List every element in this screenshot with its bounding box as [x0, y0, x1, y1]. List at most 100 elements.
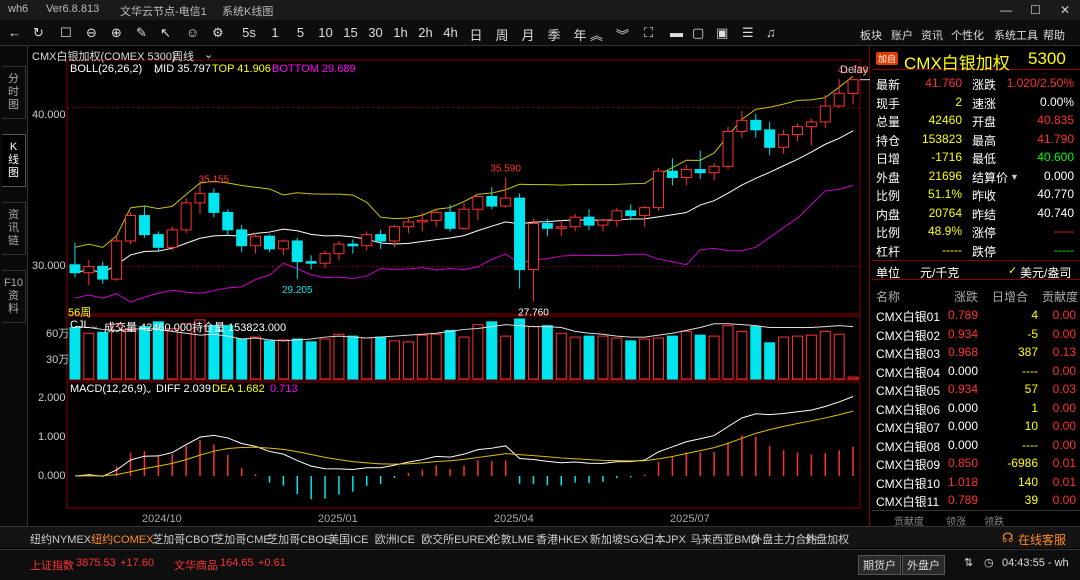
contract-row[interactable]: CMX白银02 0.934 -5 0.00 [872, 325, 1080, 344]
boll-dropdown-icon[interactable]: ⌄ [152, 64, 162, 76]
exchange-tab[interactable]: 纽约COMEX [91, 534, 154, 546]
volume-dropdown-icon[interactable]: ⌄ [90, 320, 100, 332]
period-button[interactable]: 5s [242, 25, 256, 40]
footer-tab-laggards[interactable]: 领跌 [984, 517, 1004, 528]
quote-value: 48.9% [927, 224, 962, 238]
headset-icon[interactable]: ☊ [1002, 530, 1014, 545]
contract-row[interactable]: CMX白银08 0.000 ---- 0.00 [872, 436, 1080, 455]
period-button[interactable]: 日 [469, 28, 483, 43]
period-button[interactable]: 4h [443, 25, 458, 40]
period-button[interactable]: 5 [296, 25, 305, 40]
volume-bar [277, 339, 289, 380]
emoji-icon[interactable]: ☺ [186, 25, 200, 40]
unit-value[interactable]: 元/千克 [920, 266, 960, 280]
exchange-tab[interactable]: 纽约NYMEX [30, 534, 92, 546]
menu-item[interactable]: 系统工具 [994, 30, 1038, 42]
menu-item[interactable]: 板块 [860, 30, 882, 42]
contract-row[interactable]: CMX白银05 0.934 57 0.03 [872, 380, 1080, 399]
exchange-tab[interactable]: 新加坡SGX [589, 534, 647, 546]
exchange-tab[interactable]: 外盘加权 [805, 534, 850, 546]
macd-dropdown-icon[interactable]: ⌄ [144, 384, 154, 396]
exchange-tab[interactable]: 伦敦LME [489, 534, 535, 546]
kline-chart-area[interactable]: 35.155 35.590 29.205 27.760 41.790 CMX白银加权(C… [28, 46, 870, 526]
period-button[interactable]: 30 [368, 25, 383, 40]
tab-time-chart[interactable]: 分时图 [2, 66, 26, 119]
exchange-tab[interactable]: 美国ICE [328, 534, 369, 546]
zoom-out-icon[interactable]: ⊖ [86, 25, 97, 40]
price-annotation: 27.760 [518, 307, 549, 318]
overseas-account-button[interactable]: 外盘户 [902, 555, 945, 575]
settings-icon[interactable]: ⚙ [212, 25, 224, 40]
maximize-icon[interactable]: ☐ [1030, 3, 1041, 17]
footer-tab-leaders[interactable]: 领涨 [946, 517, 966, 528]
window-icon[interactable]: ▢ [692, 25, 705, 40]
period-dropdown-icon[interactable]: ⌄ [204, 49, 214, 61]
period-button[interactable]: 15 [343, 25, 358, 40]
exchange-tab[interactable]: 芝加哥CBOT [152, 534, 216, 546]
exchange-tab[interactable]: 香港HKEX [536, 534, 589, 546]
period-button[interactable]: 2h [418, 25, 433, 40]
macd-label[interactable]: MACD(12,26,9) [70, 383, 147, 395]
exchange-tab[interactable]: 马来西亚BMD [690, 534, 759, 546]
candle [166, 229, 178, 248]
boll-label[interactable]: BOLL(26,26,2) [70, 63, 143, 75]
candle [764, 129, 776, 148]
menu-item[interactable]: 帮助 [1043, 30, 1065, 42]
contract-row[interactable]: CMX白银03 0.968 387 0.13 [872, 343, 1080, 362]
macd-diff: DIFF 2.039 [156, 383, 212, 395]
chart-period[interactable]: 周线 [172, 51, 194, 63]
menu-item[interactable]: 个性化 [951, 30, 984, 42]
contract-row[interactable]: CMX白银11 0.789 39 0.00 [872, 491, 1080, 510]
period-button[interactable]: 1 [271, 25, 279, 40]
volume-label[interactable]: CJL [70, 319, 90, 331]
contract-row[interactable]: CMX白银01 0.789 4 0.00 [872, 306, 1080, 325]
contract-row[interactable]: CMX白银06 0.000 1 0.00 [872, 399, 1080, 418]
menu-item[interactable]: 账户 [891, 30, 913, 42]
futures-account-button[interactable]: 期货户 [858, 555, 901, 575]
window-alt-icon[interactable]: ▣ [716, 25, 729, 40]
contract-row[interactable]: CMX白银04 0.000 ---- 0.00 [872, 362, 1080, 381]
contract-contribution: 0.00 [1052, 400, 1076, 415]
footer-tab-contribution[interactable]: 贡献度 [894, 517, 924, 528]
period-button[interactable]: 月 [521, 28, 535, 43]
contract-row[interactable]: CMX白银10 1.018 140 0.01 [872, 473, 1080, 492]
refresh-icon[interactable]: ↻ [33, 25, 44, 40]
contract-oi-change: ---- [1022, 437, 1038, 452]
unit-alt[interactable]: 美元/盎司 [1020, 266, 1072, 280]
contract-row[interactable]: CMX白银09 0.850 -6986 0.01 [872, 454, 1080, 473]
exchange-tab[interactable]: 欧交所EUREX [421, 534, 493, 546]
exchange-tab[interactable]: 芝加哥CME [213, 534, 271, 546]
quote-label: 比例 [876, 226, 901, 240]
square-icon[interactable]: ☐ [60, 25, 72, 40]
exchange-tab[interactable]: 欧洲ICE [374, 534, 416, 546]
candle [514, 197, 526, 271]
dropdown-icon[interactable]: ▼ [1010, 171, 1019, 182]
indicator-icon[interactable]: ▬ [670, 25, 683, 40]
period-button[interactable]: 年 [573, 28, 587, 43]
minimize-icon[interactable]: — [1000, 3, 1012, 17]
period-button[interactable]: 周 [495, 28, 509, 43]
edit-icon[interactable]: ✎ [136, 25, 147, 40]
bell-icon[interactable]: ♫ [766, 25, 776, 40]
down-chevrons-icon[interactable]: ︾ [616, 28, 630, 43]
exchange-tab[interactable]: 日本JPX [643, 534, 686, 546]
up-chevrons-icon[interactable]: ︽ [590, 28, 604, 43]
tab-news[interactable]: 资讯链 [2, 202, 26, 255]
tab-f10[interactable]: F10 资料 [2, 270, 26, 323]
exchange-tab[interactable]: 芝加哥CBOE [267, 534, 332, 546]
menu-item[interactable]: 资讯 [921, 30, 943, 42]
online-service[interactable]: 在线客服 [1018, 533, 1067, 547]
kline-svg[interactable]: 35.155 35.590 29.205 27.760 41.790 [28, 46, 870, 526]
back-icon[interactable]: ← [8, 25, 21, 40]
close-icon[interactable]: ✕ [1060, 3, 1071, 17]
list-icon[interactable]: ☰ [742, 25, 754, 40]
exchange-tab[interactable]: 外盘主力合约 [751, 534, 818, 546]
zoom-in-icon[interactable]: ⊕ [111, 25, 122, 40]
period-button[interactable]: 季 [547, 28, 561, 43]
period-button[interactable]: 10 [318, 25, 333, 40]
period-button[interactable]: 1h [393, 25, 408, 40]
fullscreen-icon[interactable]: ⛶ [644, 25, 654, 40]
cursor-icon[interactable]: ↖ [160, 25, 171, 40]
contract-row[interactable]: CMX白银07 0.000 10 0.00 [872, 417, 1080, 436]
